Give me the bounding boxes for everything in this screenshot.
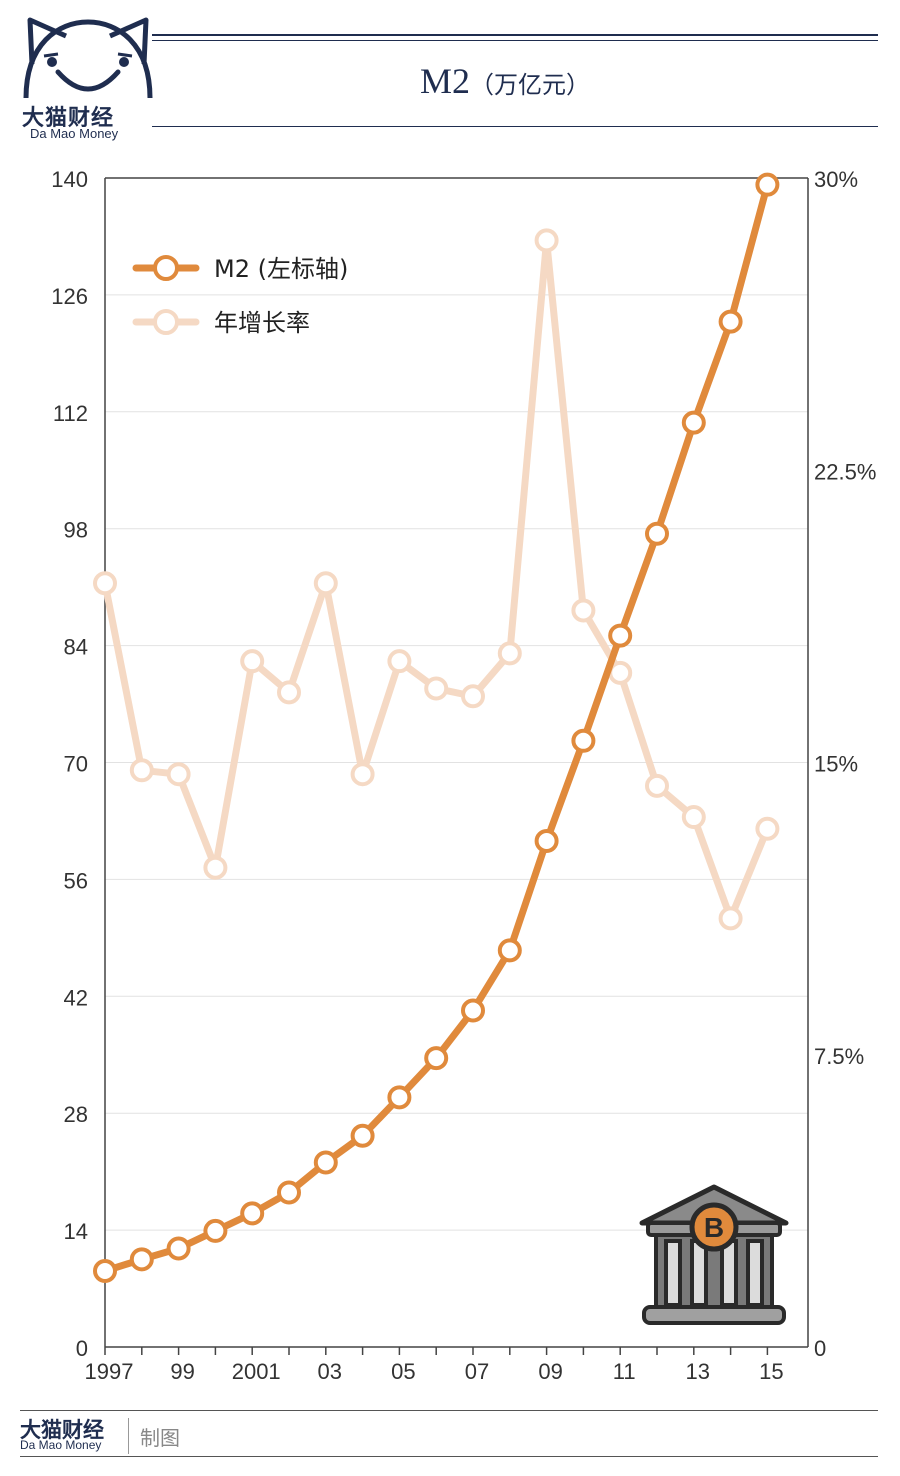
data-point [608, 623, 633, 648]
data-point [424, 1046, 449, 1071]
data-point [497, 641, 522, 666]
y-left-tick-label: 140 [51, 167, 88, 192]
chart-title: M2（万亿元） [420, 60, 590, 102]
m2-series [93, 172, 780, 1284]
logo-text-cn: 大猫财经 [22, 106, 115, 131]
legend: M2 (左标轴) 年增长率 [132, 255, 348, 337]
legend-label: M2 (左标轴) [214, 255, 348, 283]
data-point [93, 571, 117, 596]
data-point [461, 684, 485, 709]
data-point [571, 728, 596, 753]
header: 大猫财经 Da Mao Money M2（万亿元） [0, 0, 900, 150]
footer: 大猫财经 Da Mao Money 制图 [0, 1400, 900, 1476]
footer-brand-en: Da Mao Money [20, 1438, 102, 1452]
legend-marker [153, 309, 179, 335]
data-point [755, 172, 780, 197]
y-left-tick-label: 0 [76, 1336, 88, 1361]
footer-credit: 制图 [140, 1426, 180, 1450]
data-point [718, 906, 743, 931]
footer-bottom-rule [20, 1456, 878, 1457]
bank-letter: B [704, 1212, 724, 1243]
footer-brand-cn: 大猫财经 [20, 1418, 104, 1442]
y-right-tick-label: 7.5% [814, 1044, 864, 1069]
data-point [166, 762, 191, 787]
x-tick-label: 15 [759, 1359, 783, 1384]
y-left-tick-label: 126 [51, 284, 88, 309]
chart-title-main: M2 [420, 61, 471, 101]
x-tick-label: 07 [465, 1359, 489, 1384]
footer-top-rule [20, 1410, 878, 1411]
data-point [350, 762, 375, 787]
y-left-tick-label: 98 [64, 518, 88, 543]
data-point [203, 855, 228, 880]
grid-lines [105, 177, 808, 1231]
data-point [755, 816, 780, 841]
data-point [534, 228, 559, 253]
logo-text-en: Da Mao Money [30, 126, 119, 141]
data-point [277, 1180, 301, 1205]
cat-logo-icon [23, 17, 153, 99]
x-tick-label: 13 [686, 1359, 710, 1384]
data-point [645, 773, 669, 798]
data-point [313, 571, 338, 596]
data-point [387, 649, 412, 674]
data-point [240, 1201, 265, 1226]
data-point [424, 676, 449, 701]
data-point [277, 680, 301, 705]
x-tick-label: 05 [391, 1359, 415, 1384]
data-point [129, 1247, 154, 1272]
data-point [350, 1123, 375, 1148]
bank-building-icon: B [639, 1184, 789, 1325]
growth-series [93, 228, 780, 931]
y-left-tick-label: 112 [53, 401, 88, 426]
chart-title-unit: （万亿元） [470, 71, 591, 99]
y-left-tick-label: 28 [64, 1102, 88, 1127]
data-point [93, 1259, 117, 1284]
x-tick-label: 99 [170, 1359, 194, 1384]
header-top-rule [152, 34, 878, 36]
footer-separator [128, 1418, 129, 1454]
data-point [240, 649, 265, 674]
data-point [129, 758, 154, 783]
series-line [101, 181, 771, 1275]
data-point [534, 828, 559, 853]
data-point [387, 1085, 412, 1110]
header-bottom-rule [152, 126, 878, 127]
m2-chart: 0 14 28 42 56 70 84 98 112 126 140 0 7.5% 15% 22.5% 30%… [51, 167, 876, 1384]
data-point [571, 598, 596, 623]
x-tick-label: 11 [613, 1359, 636, 1384]
y-left-tick-label: 84 [64, 635, 88, 660]
y-right-tick-label: 22.5% [814, 459, 876, 484]
y-left-tick-label: 14 [64, 1219, 88, 1244]
y-right-tick-label: 15% [814, 752, 858, 777]
data-point [681, 805, 706, 830]
data-point [718, 309, 743, 334]
data-point [166, 1236, 191, 1261]
data-point [313, 1150, 338, 1175]
x-tick-label: 1997 [85, 1359, 134, 1384]
data-point [645, 521, 669, 546]
legend-label: 年增长率 [214, 309, 310, 337]
axes: 0 14 28 42 56 70 84 98 112 126 140 0 7.5% 15% 22.5% 30%… [51, 167, 876, 1384]
header-top-rule-thin [152, 40, 878, 41]
y-right-tick-label: 30% [814, 167, 858, 192]
y-right-tick-label: 0 [814, 1336, 826, 1361]
x-tick-label: 03 [318, 1359, 342, 1384]
series-line [101, 236, 771, 922]
x-tick-label: 09 [538, 1359, 562, 1384]
y-left-tick-label: 42 [64, 985, 88, 1010]
legend-marker [153, 255, 179, 281]
data-point [681, 410, 706, 435]
y-left-tick-label: 70 [64, 752, 88, 777]
data-point [497, 938, 522, 963]
data-point [203, 1218, 228, 1243]
data-point [461, 998, 485, 1023]
x-tick-label: 2001 [232, 1359, 281, 1384]
y-left-tick-label: 56 [64, 868, 88, 893]
